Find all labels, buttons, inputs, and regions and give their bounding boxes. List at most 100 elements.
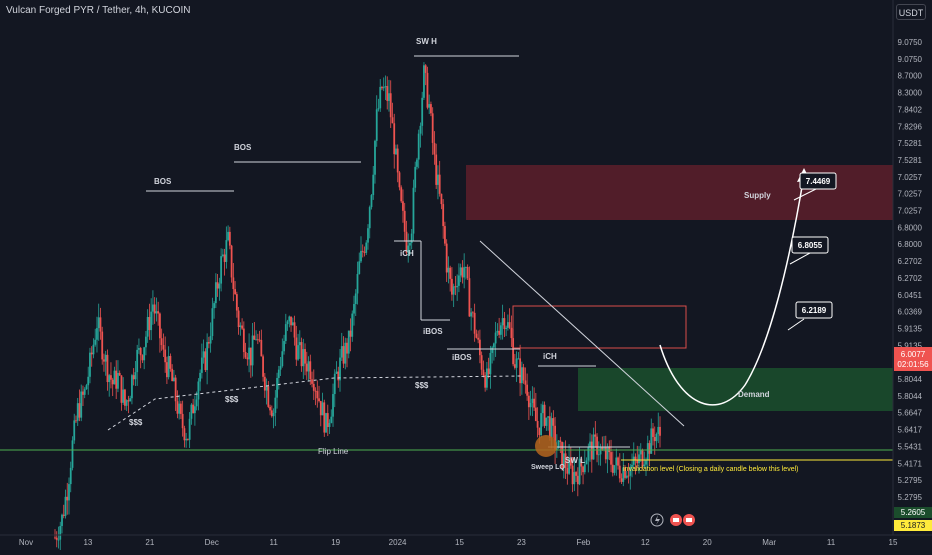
price-tick-label: 7.0257 xyxy=(898,190,923,199)
candle-body xyxy=(349,330,352,337)
price-tick-label: 7.0257 xyxy=(898,207,923,216)
candle-body xyxy=(202,351,205,358)
candle-body xyxy=(193,406,196,414)
time-axis[interactable]: Nov 13 21 Dec 11 19 2024 15 23 Feb 12 20 Mar 11 15 xyxy=(0,534,932,547)
candle-body xyxy=(534,407,537,421)
candle-body xyxy=(330,416,333,423)
candle-body xyxy=(295,337,298,360)
candle-body xyxy=(437,174,439,185)
candle-body xyxy=(417,133,420,160)
candle-body xyxy=(346,342,348,354)
price-tick-label: 6.0451 xyxy=(898,291,923,300)
price-tick-label: 5.6417 xyxy=(898,426,923,435)
price-axis[interactable]: 9.0750 9.0750 8.7000 8.3000 7.8402 7.8296 7.52… xyxy=(892,0,932,550)
candle-body xyxy=(76,403,79,421)
time-tick-label: 21 xyxy=(145,538,154,547)
candle-body xyxy=(524,380,527,385)
candle-body xyxy=(148,317,151,331)
candle-body xyxy=(398,172,401,188)
candle-body xyxy=(533,398,536,408)
candle-body xyxy=(374,140,376,175)
candle-body xyxy=(356,274,359,294)
candle-body xyxy=(512,338,515,365)
candle-body xyxy=(564,453,567,469)
candle-body xyxy=(353,304,355,314)
candle-body xyxy=(312,383,315,391)
candle-body xyxy=(309,361,312,380)
candle-body xyxy=(645,460,647,465)
candle-body xyxy=(590,441,593,460)
price-tick-label: 6.2702 xyxy=(898,274,923,283)
candle-body xyxy=(365,242,368,253)
target-pointer-3 xyxy=(787,318,805,331)
candle-body xyxy=(527,395,530,408)
candle-body xyxy=(596,436,598,455)
candle-body xyxy=(482,369,485,376)
candle-body xyxy=(393,123,396,155)
candle-body xyxy=(515,358,518,368)
candle-body xyxy=(361,250,364,252)
candle-body xyxy=(274,397,277,413)
candle-body xyxy=(246,357,249,360)
candle-body xyxy=(557,440,560,449)
candle-body xyxy=(131,375,133,399)
candle-body xyxy=(174,377,177,402)
candle-body xyxy=(409,242,411,246)
candle-body xyxy=(638,454,640,464)
candle-body xyxy=(624,467,626,478)
price-tick-label: 5.6647 xyxy=(898,409,923,418)
candle-body xyxy=(99,317,102,332)
candle-body xyxy=(272,412,275,417)
candle-body xyxy=(655,433,658,442)
lightning-icon[interactable] xyxy=(650,513,664,527)
candle-body xyxy=(351,313,354,337)
candle-body xyxy=(83,389,86,395)
bottom-event-icons[interactable] xyxy=(650,513,695,527)
candle-body xyxy=(386,86,389,101)
candle-body xyxy=(475,333,478,338)
candle-body xyxy=(585,460,588,465)
candle-body xyxy=(444,226,446,244)
target-callout-2: 6.8055 xyxy=(791,236,829,254)
candle-body xyxy=(513,364,516,368)
candle-body xyxy=(489,352,492,375)
lightning-icon-glyph xyxy=(655,515,660,525)
candle-body xyxy=(61,514,63,527)
candle-body xyxy=(71,440,74,468)
candle-body xyxy=(124,389,126,406)
price-badge-green-value: 5.2605 xyxy=(901,508,926,517)
candle-body xyxy=(601,447,604,450)
candle-body xyxy=(302,349,305,367)
currency-selector-button[interactable]: USDT xyxy=(896,4,926,20)
candle-body xyxy=(480,355,483,370)
candle-body xyxy=(325,413,327,433)
candle-body xyxy=(463,267,466,278)
candle-body xyxy=(316,391,319,399)
candle-body xyxy=(377,108,380,110)
candle-body xyxy=(652,428,654,437)
swing-high-label: SW H xyxy=(416,37,437,46)
price-tick-label: 7.5281 xyxy=(898,139,923,148)
candle-body xyxy=(253,335,256,340)
candle-body xyxy=(136,349,139,373)
ibos-label-2: iBOS xyxy=(452,353,472,362)
candle-body xyxy=(337,371,340,381)
candle-body xyxy=(173,377,175,382)
candle-body xyxy=(536,420,539,428)
trendline xyxy=(479,240,685,427)
candle-body xyxy=(179,403,182,414)
candle-body xyxy=(414,166,417,188)
candle-body xyxy=(510,327,513,339)
liquidity-label-1: $$$ xyxy=(129,418,143,427)
candle-body xyxy=(566,468,569,474)
candle-body xyxy=(113,370,116,385)
candle-body xyxy=(384,86,387,88)
candle-body xyxy=(419,125,422,134)
candle-body xyxy=(543,404,546,426)
target-callout-3: 6.2189 xyxy=(795,301,833,319)
current-price-badge: 6.0077 02:01:56 xyxy=(894,347,932,371)
candle-body xyxy=(207,342,210,344)
candle-body xyxy=(276,377,278,398)
